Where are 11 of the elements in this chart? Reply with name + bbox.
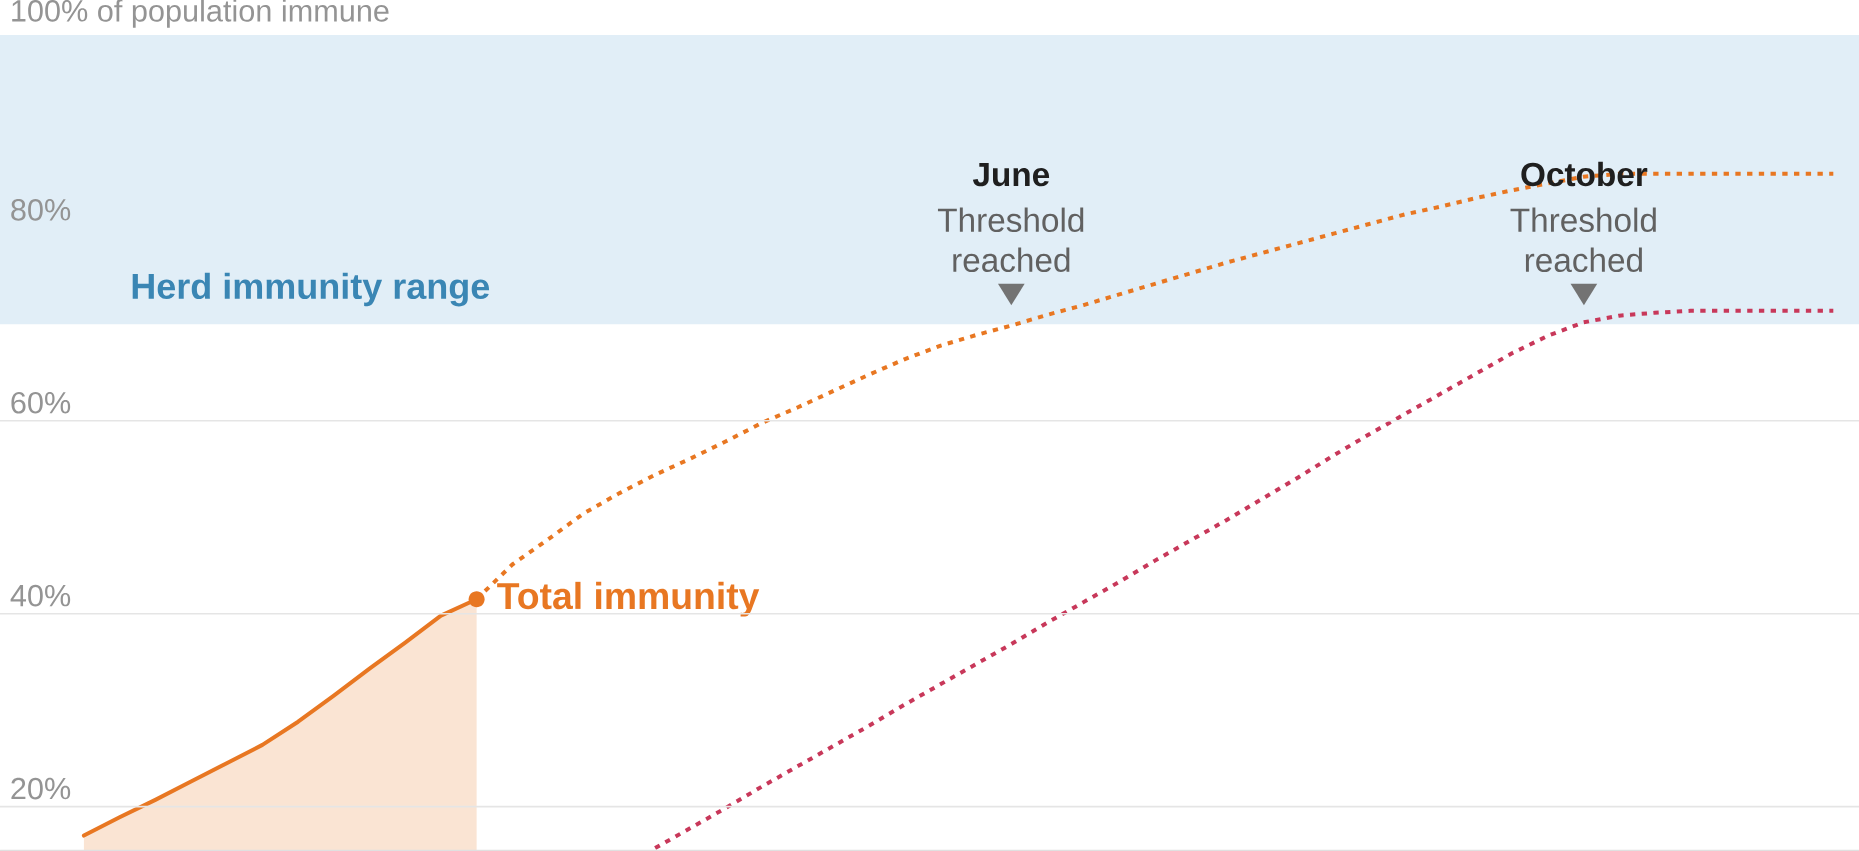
annotation: June — [972, 163, 1050, 187]
annotation: Threshold reached — [937, 207, 1084, 273]
band-label: Herd immunity range — [132, 272, 490, 307]
annotation: Threshold reached — [1510, 207, 1656, 273]
y-tick-label: 60% — [11, 391, 71, 414]
y-tick-label: 80% — [11, 198, 71, 221]
y-tick-label: 20% — [11, 777, 71, 800]
annotation: October — [1521, 161, 1648, 187]
y-tick-label: 100% of population immune — [12, 0, 389, 28]
series-label: Total immunity — [497, 581, 760, 617]
y-tick-label: 40% — [10, 584, 71, 607]
